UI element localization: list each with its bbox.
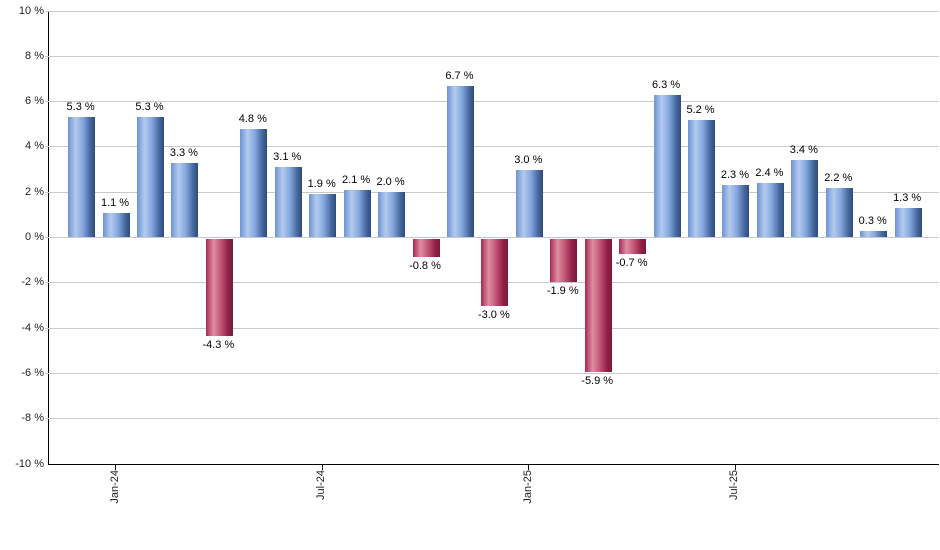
bar-value-label: 3.4 % [789, 144, 818, 157]
x-axis-tick [734, 464, 736, 470]
bar-value-label: 5.3 % [135, 101, 164, 114]
bar-positive [446, 85, 474, 238]
bar-value-label: -4.3 % [202, 338, 235, 351]
bar-value-label: 1.3 % [893, 192, 922, 205]
bar-value-label: 3.3 % [169, 146, 198, 159]
x-axis-tick-label: Jan-24 [108, 470, 121, 504]
bar-positive [274, 167, 302, 238]
bar-positive [136, 117, 164, 238]
y-axis-tick-label: 10 % [18, 4, 44, 17]
bar-positive [860, 230, 888, 238]
bar-value-label: 5.3 % [66, 101, 95, 114]
bar-positive [171, 162, 199, 238]
bar-value-label: -5.9 % [581, 375, 614, 388]
bar-positive [825, 187, 853, 238]
y-grid-line [45, 418, 939, 420]
bar-negative [412, 238, 440, 257]
bar-value-label: 3.0 % [514, 153, 543, 166]
y-grid-line [45, 10, 939, 12]
y-axis-tick-label: -10 % [15, 457, 44, 470]
y-grid-line [45, 372, 939, 374]
bar-positive [515, 169, 543, 238]
x-axis-tick [115, 464, 117, 470]
bar-positive [791, 160, 819, 238]
bar-positive [309, 194, 337, 238]
bar-positive [653, 94, 681, 238]
bar-value-label: 2.1 % [342, 173, 371, 186]
bar-value-label: -0.7 % [615, 257, 648, 270]
y-grid-line [45, 237, 939, 238]
bar-value-label: 6.3 % [652, 78, 681, 91]
x-axis-tick-label: Jul-25 [728, 470, 741, 500]
bar-negative [619, 238, 647, 255]
bar-positive [378, 192, 406, 238]
bar-negative [584, 238, 612, 373]
y-axis-tick-label: -4 % [21, 321, 44, 334]
bar-value-label: 2.0 % [376, 176, 405, 189]
x-axis-tick-label: Jul-24 [315, 470, 328, 500]
y-grid-line [45, 146, 939, 148]
bar-negative [205, 238, 233, 336]
y-axis-tick-label: -8 % [21, 412, 44, 425]
y-axis-tick-label: 6 % [25, 95, 44, 108]
y-grid-line [45, 191, 939, 193]
bar-value-label: 1.1 % [100, 196, 130, 209]
y-axis-tick-label: 8 % [25, 49, 44, 62]
y-grid-line [45, 55, 939, 57]
y-axis-tick-label: -6 % [21, 366, 44, 379]
bar-value-label: 2.3 % [720, 169, 750, 182]
bar-value-label: 1.9 % [307, 178, 336, 191]
bar-value-label: 5.2 % [686, 103, 715, 116]
bar-positive [68, 117, 96, 238]
bar-value-label: 0.3 % [858, 214, 887, 227]
bar-positive [343, 189, 371, 238]
y-grid-line [45, 101, 939, 103]
bar-value-label: -0.8 % [409, 259, 441, 272]
bar-value-label: 3.1 % [273, 151, 302, 164]
bar-value-label: 2.2 % [824, 171, 853, 184]
plot-area [45, 10, 939, 465]
y-grid-line [45, 327, 939, 329]
bar-positive [722, 185, 750, 238]
bar-value-label: 6.7 % [445, 69, 474, 82]
bar-value-label: -3.0 % [477, 309, 510, 322]
y-axis-tick-label: 2 % [25, 185, 44, 198]
x-axis-tick [528, 464, 530, 470]
x-axis-tick-label: Jan-25 [521, 470, 534, 504]
bar-positive [688, 119, 716, 238]
y-axis-tick-label: 0 % [25, 231, 44, 243]
bar-positive [240, 128, 268, 238]
bar-value-label: -1.9 % [546, 284, 579, 297]
y-axis-tick-label: -2 % [21, 276, 44, 289]
bar-value-label: 2.4 % [755, 167, 784, 180]
bar-negative [550, 238, 578, 282]
bar-negative [481, 238, 509, 307]
bar-positive [756, 183, 784, 238]
y-axis-tick-label: 4 % [25, 140, 44, 153]
bar-value-label: 4.8 % [238, 112, 267, 125]
x-axis-tick [321, 464, 323, 470]
bar-positive [894, 208, 922, 238]
bar-positive [102, 212, 130, 238]
